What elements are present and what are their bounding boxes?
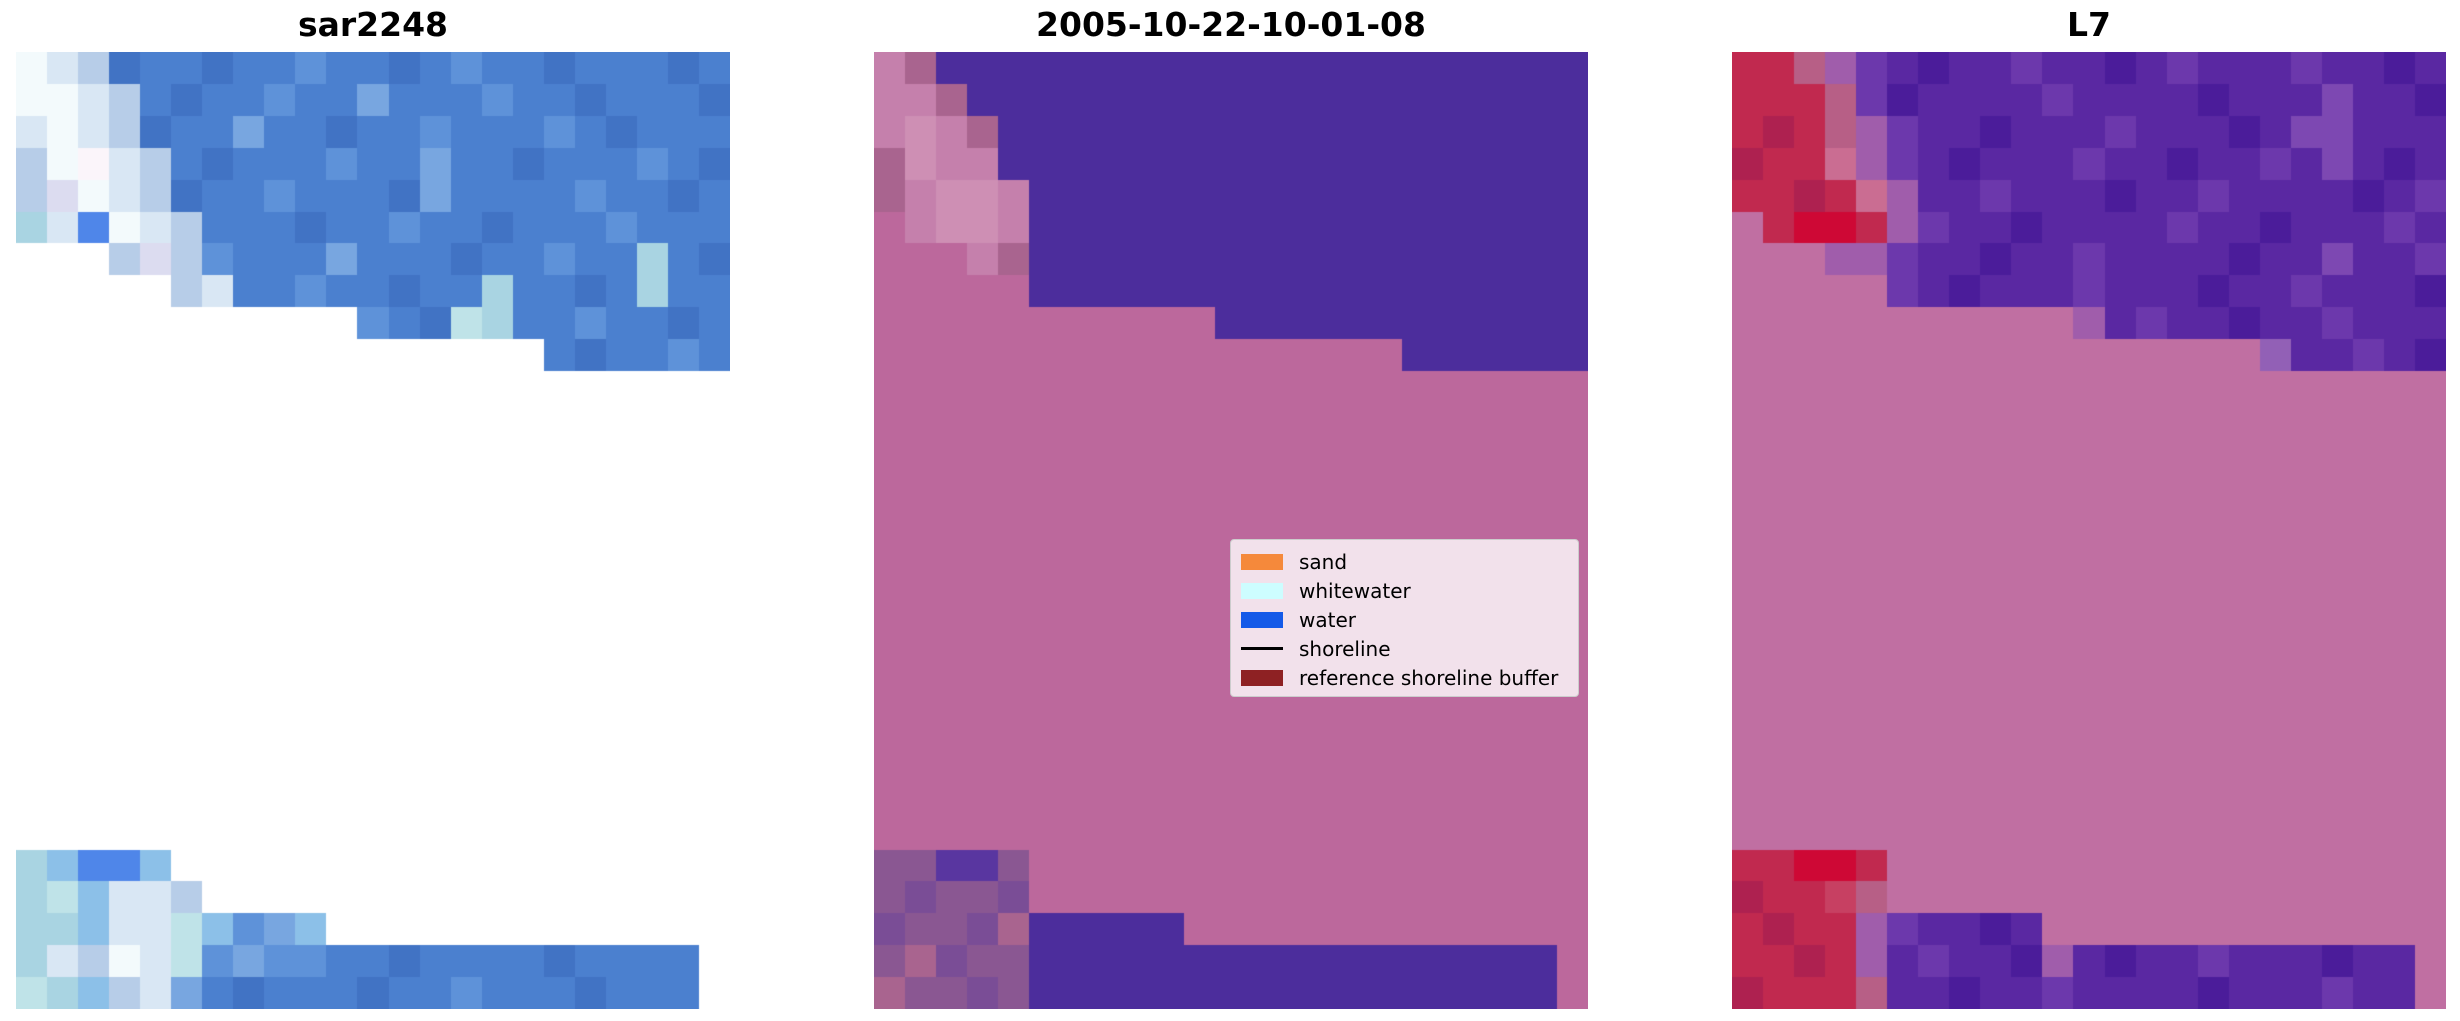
legend-item-reference-buffer: reference shoreline buffer	[1241, 663, 1578, 692]
whitewater-swatch	[1241, 582, 1283, 599]
sand-swatch	[1241, 553, 1283, 570]
legend-label-sand: sand	[1299, 549, 1348, 574]
panel-title-sar: sar2248	[297, 5, 449, 44]
legend-label-water: water	[1299, 607, 1356, 632]
legend-label-shoreline: shoreline	[1299, 636, 1391, 661]
classified-map-panel	[874, 52, 1588, 1009]
l7-raster	[1732, 52, 2446, 1009]
legend-item-whitewater: whitewater	[1241, 576, 1578, 605]
panel-title-l7: L7	[2067, 5, 2111, 44]
shoreline-line-swatch	[1241, 647, 1283, 650]
reference-buffer-swatch	[1241, 669, 1283, 686]
legend: sand whitewater water shoreline referenc…	[1230, 539, 1579, 697]
legend-item-shoreline: shoreline	[1241, 634, 1578, 663]
classified-raster	[874, 52, 1588, 1009]
legend-item-sand: sand	[1241, 547, 1578, 576]
sar-raster	[16, 52, 730, 1009]
l7-image-panel	[1732, 52, 2446, 1009]
sar-image-panel	[16, 52, 730, 1009]
water-swatch	[1241, 611, 1283, 628]
legend-label-whitewater: whitewater	[1299, 578, 1411, 603]
panel-title-date: 2005-10-22-10-01-08	[1036, 5, 1426, 44]
legend-item-water: water	[1241, 605, 1578, 634]
legend-label-reference-buffer: reference shoreline buffer	[1299, 665, 1559, 690]
